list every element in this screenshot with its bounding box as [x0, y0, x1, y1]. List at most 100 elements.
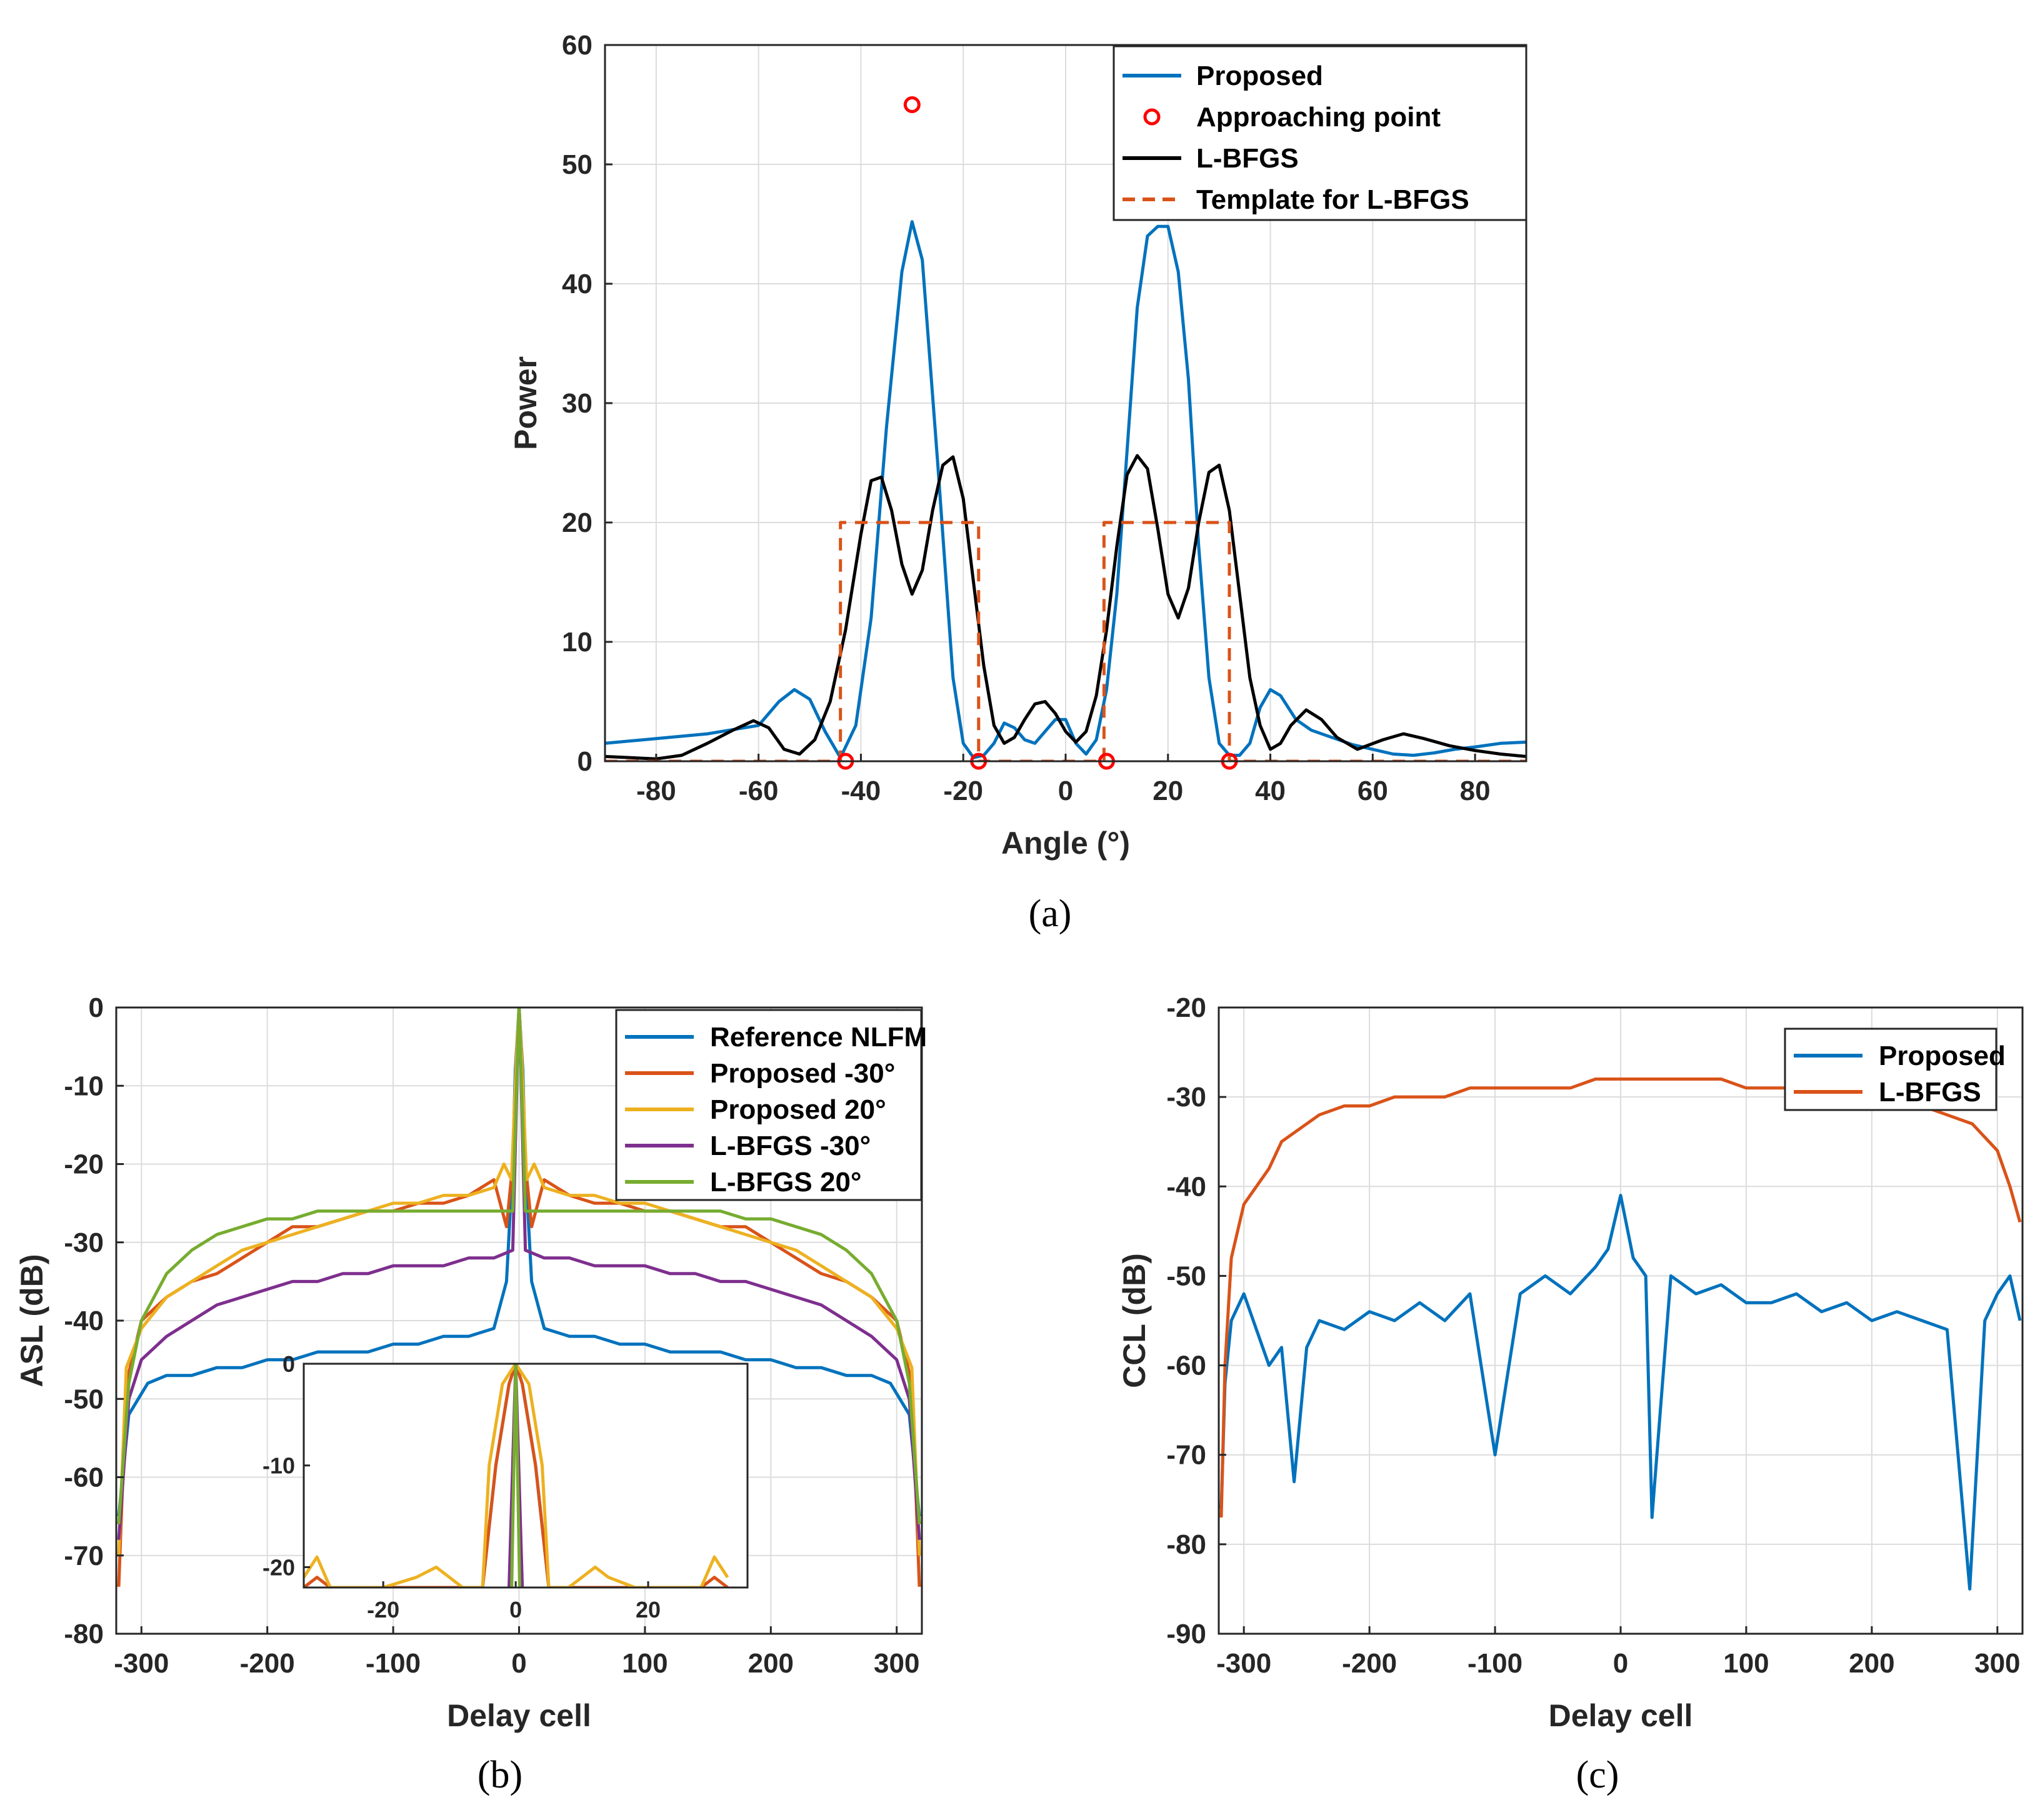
inset-series-line [508, 1364, 524, 1588]
y-tick-label: 10 [562, 627, 592, 658]
data-point-marker [903, 96, 921, 113]
inset-series-line [304, 1364, 729, 1588]
x-tick-label: -60 [739, 776, 779, 806]
x-axis-label: Angle (°) [1001, 826, 1130, 861]
x-tick-label: 0 [511, 1648, 526, 1679]
x-tick-label: 80 [1460, 776, 1491, 806]
chart-panel-c: -300 -200 -100 0 100 200 300 -20 -30 -40 -50 -60 -70… [1117, 992, 2024, 1796]
legend-label: L-BFGS [1196, 143, 1299, 174]
x-tick-label: 20 [1152, 776, 1183, 806]
x-tick-label: 200 [1849, 1648, 1894, 1679]
series-line [1219, 1194, 2022, 1591]
series-line [117, 1008, 921, 1587]
legend: Proposed Approaching point L-BFGS Template … [1112, 45, 1528, 221]
y-tick-label: -60 [1166, 1351, 1206, 1381]
x-tick-label: 300 [874, 1648, 919, 1679]
x-tick-label: -300 [114, 1648, 169, 1679]
y-tick-label: -80 [64, 1619, 104, 1649]
y-tick-label: -30 [64, 1228, 104, 1258]
y-tick-label: -80 [1166, 1529, 1206, 1560]
x-tick-label: 100 [1723, 1648, 1769, 1679]
inset-frame [302, 1362, 749, 1589]
legend-label: L-BFGS 20° [710, 1167, 862, 1198]
x-tick-label: 40 [1255, 776, 1286, 806]
inset-series-group [304, 1364, 729, 1588]
x-tick-label: 0 [1058, 776, 1073, 806]
x-tick-label: -200 [240, 1648, 295, 1679]
inset-y-tick-label: 0 [282, 1351, 295, 1377]
inset-series-line [510, 1364, 521, 1588]
legend: Reference NLFM Proposed -30° Proposed 20° L… [615, 1009, 927, 1201]
x-tick-label: 300 [1974, 1648, 2020, 1679]
y-tick-label: 20 [562, 508, 592, 538]
y-tick-label: -20 [1166, 992, 1206, 1023]
x-tick-label: -40 [841, 776, 881, 806]
x-tick-label: -100 [366, 1648, 421, 1679]
legend-label: Template for L-BFGS [1196, 184, 1469, 215]
legend-box [1112, 45, 1528, 221]
legend: Proposed L-BFGS [1784, 1028, 2006, 1111]
y-tick-label: -60 [64, 1462, 104, 1493]
y-tick-label: 50 [562, 149, 592, 180]
x-tick-label: -200 [1342, 1648, 1397, 1679]
y-tick-label: 30 [562, 388, 592, 419]
series-line [117, 1008, 921, 1540]
y-tick-label: -40 [1166, 1171, 1206, 1202]
y-tick-label: -50 [64, 1384, 104, 1414]
x-tick-label: 100 [622, 1648, 668, 1679]
series-line [605, 220, 1526, 759]
legend-marker [1143, 108, 1161, 126]
y-axis-label: ASL (dB) [14, 1254, 49, 1388]
y-tick-label: -70 [64, 1541, 104, 1571]
legend-label: Reference NLFM [710, 1022, 927, 1052]
panel-caption: (a) [1029, 892, 1072, 935]
series-group [117, 1008, 921, 1587]
y-tick-label: -90 [1166, 1619, 1206, 1649]
x-tick-label: -20 [943, 776, 983, 806]
y-tick-label: -10 [64, 1071, 104, 1101]
x-tick-label: -300 [1216, 1648, 1271, 1679]
x-tick-label: 0 [1613, 1648, 1628, 1679]
legend-label: Approaching point [1196, 102, 1441, 132]
y-tick-label: -40 [64, 1306, 104, 1336]
chart-panel-a: -80 -60 -40 -20 0 20 40 60 80 0 10 20 30 40 50 60 Angle … [508, 30, 1528, 935]
y-tick-label: 40 [562, 269, 592, 299]
y-tick-label: -70 [1166, 1440, 1206, 1471]
x-tick-label: 60 [1358, 776, 1388, 806]
inset-y-tick-label: -20 [262, 1554, 295, 1580]
chart-panel-b: -300 -200 -100 0 100 200 3000-10-20-30-40-50-6… [14, 992, 927, 1796]
legend-label: Proposed [1196, 61, 1323, 91]
inset-axes: -20 0 20 0 -10 -20 [262, 1351, 749, 1622]
y-tick-label: -20 [64, 1149, 104, 1180]
legend-label: Proposed [1879, 1041, 2006, 1071]
y-tick-label: -30 [1166, 1082, 1206, 1112]
series-line [117, 1008, 921, 1517]
y-tick-label: 0 [578, 746, 592, 777]
y-axis-label: Power [508, 356, 543, 450]
y-axis-label: CCL (dB) [1117, 1253, 1152, 1388]
panel-caption: (b) [478, 1754, 522, 1796]
inset-x-tick-label: 20 [636, 1597, 661, 1622]
legend-label: L-BFGS [1879, 1077, 1981, 1108]
legend-box [615, 1009, 922, 1201]
legend-label: L-BFGS -30° [710, 1131, 871, 1161]
x-tick-label: 200 [748, 1648, 794, 1679]
inset-y-tick-label: -10 [262, 1453, 295, 1479]
x-axis-label: Delay cell [447, 1698, 591, 1733]
inset-x-tick-label: 0 [509, 1597, 522, 1622]
legend-label: Proposed -30° [710, 1058, 895, 1089]
series-line [117, 1008, 921, 1556]
y-tick-label: -50 [1166, 1261, 1206, 1291]
legend-label: Proposed 20° [710, 1094, 886, 1125]
series-line [117, 1008, 921, 1524]
y-tick-label: 60 [562, 30, 592, 61]
x-tick-label: -80 [636, 776, 676, 806]
series-line [605, 454, 1526, 761]
y-tick-label: 0 [89, 992, 104, 1023]
series-group [605, 220, 1526, 761]
x-tick-label: -100 [1468, 1648, 1522, 1679]
legend-box [1784, 1028, 1998, 1111]
inset-x-tick-label: -20 [367, 1597, 399, 1622]
x-axis-label: Delay cell [1549, 1698, 1693, 1733]
